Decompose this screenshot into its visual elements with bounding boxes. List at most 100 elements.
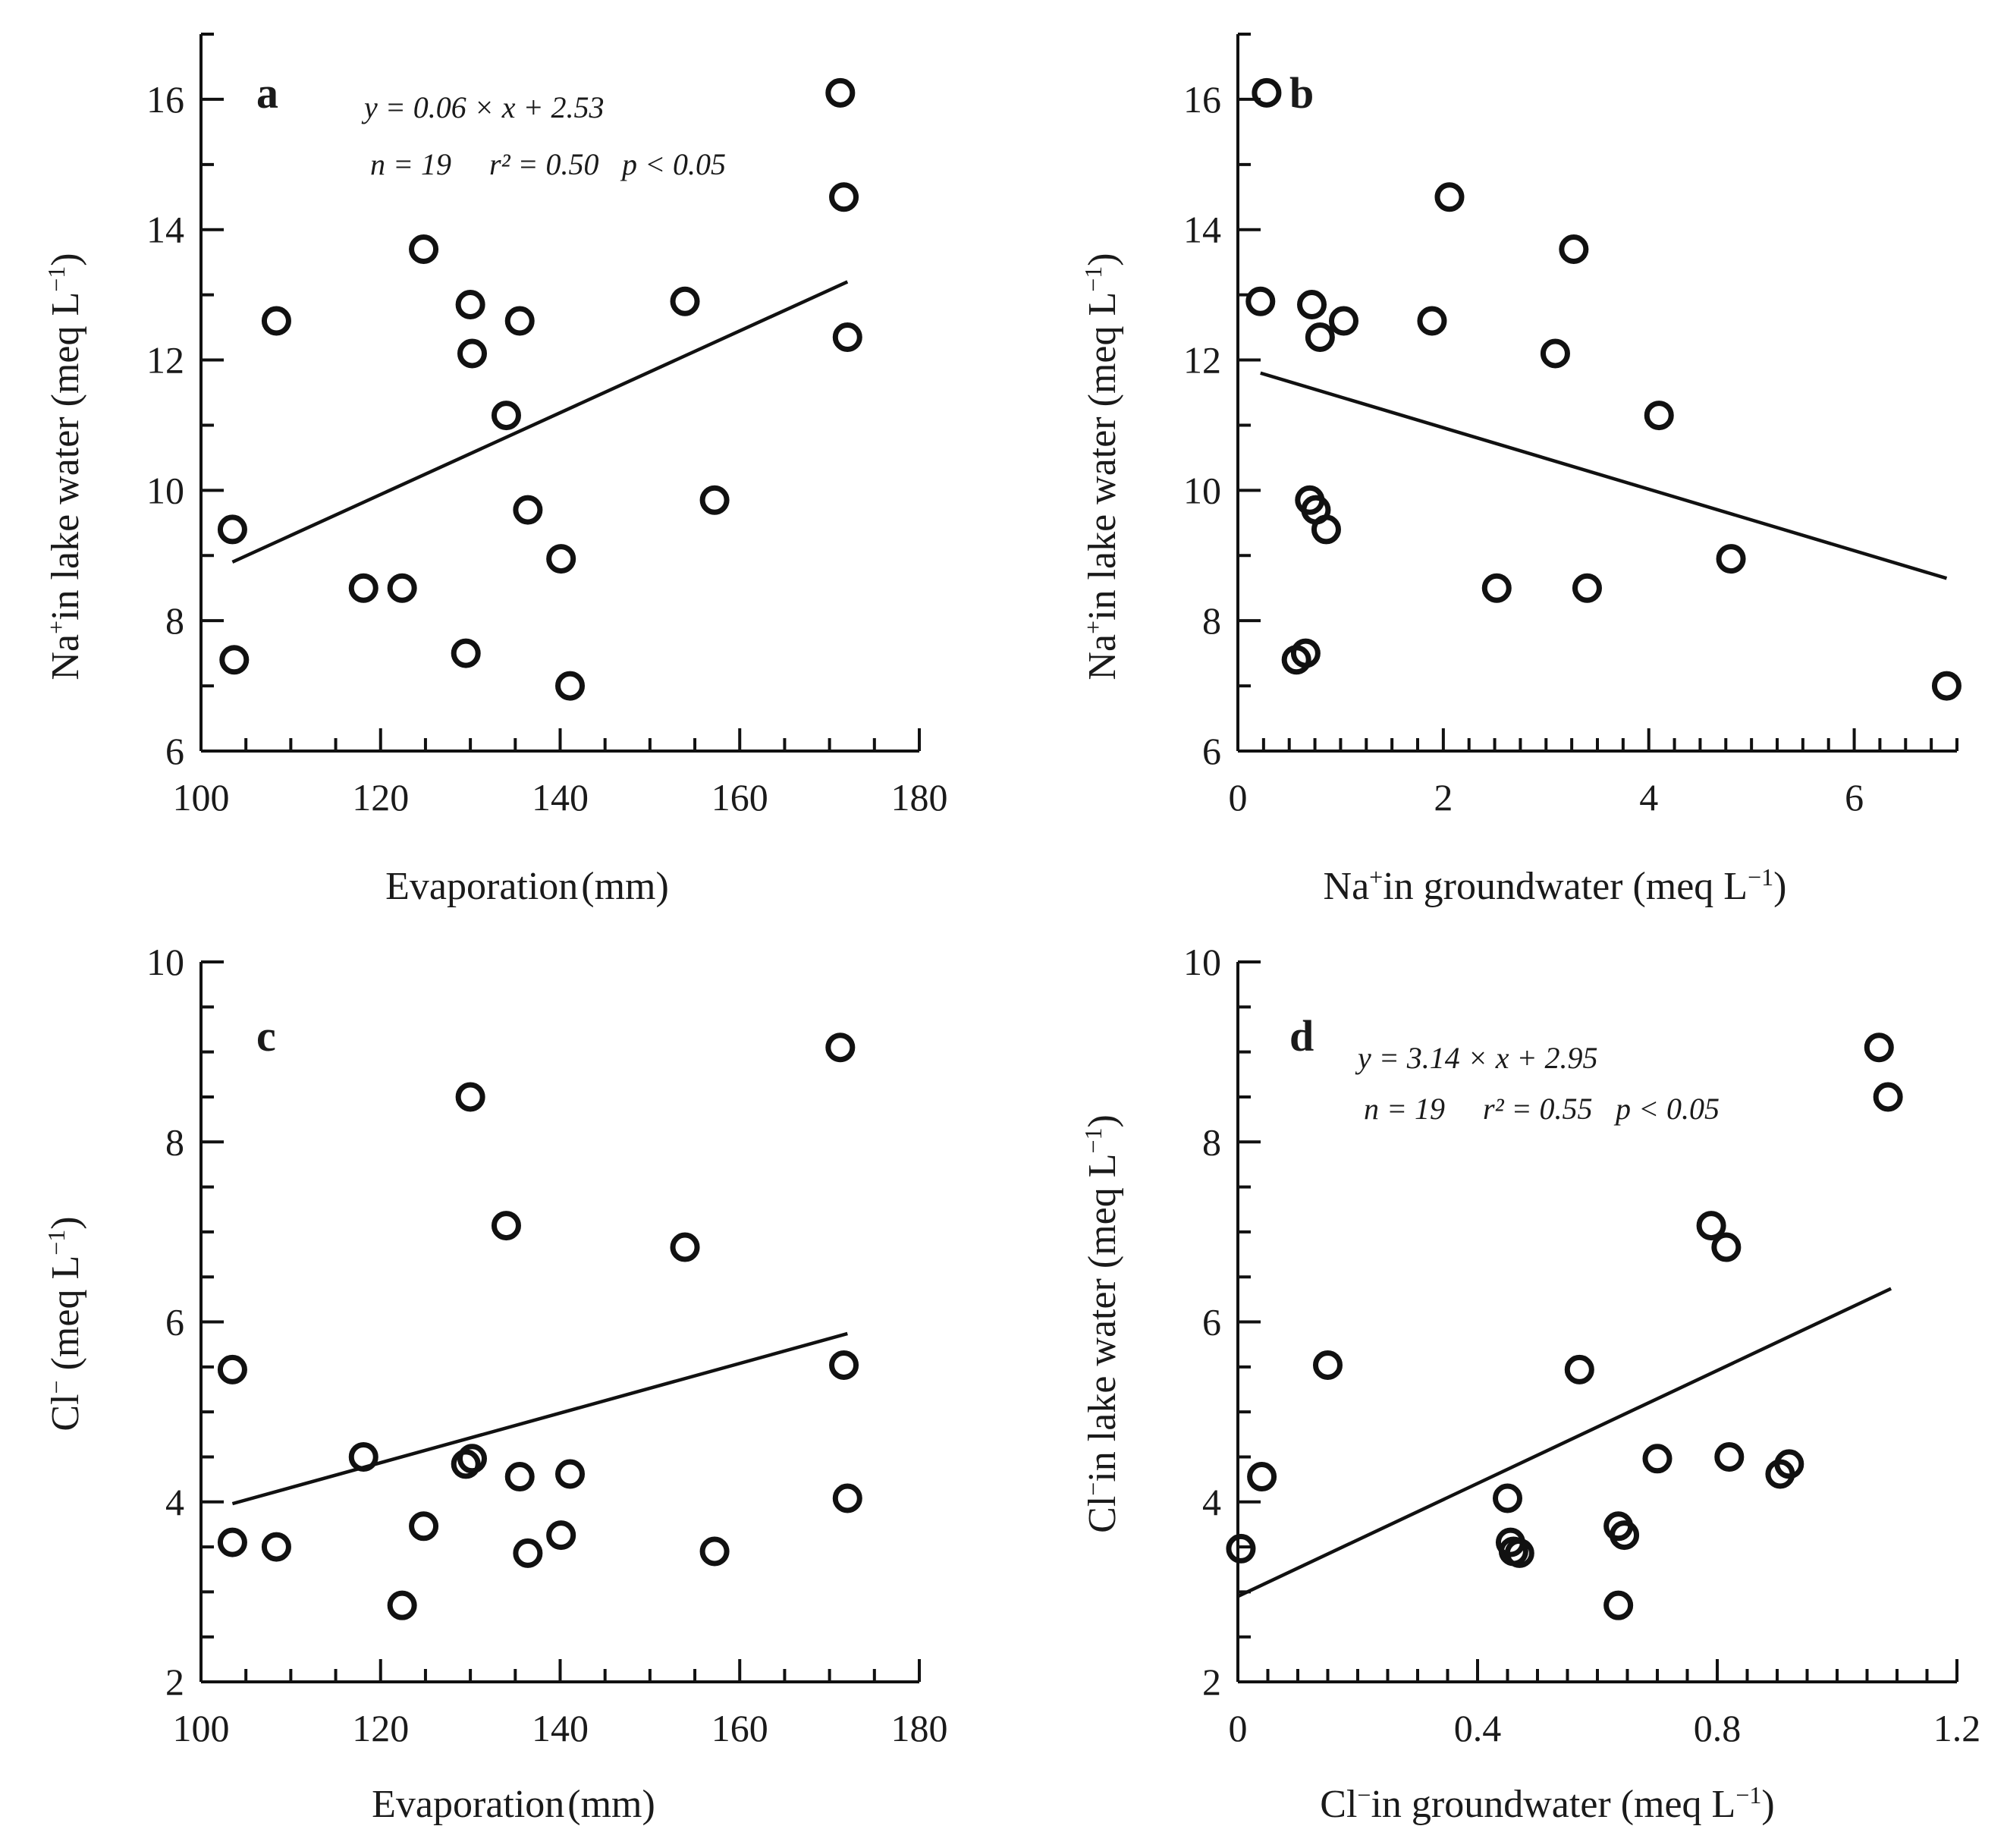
- data-point: [1716, 544, 1746, 574]
- x-tick-label: 100: [173, 1707, 230, 1749]
- y-tick-label: 10: [1183, 941, 1221, 983]
- panel-c: c Evaporation(mm) Cl− (meq L−1) 100 120 14…: [42, 941, 948, 1826]
- data-point: [1714, 1441, 1745, 1472]
- data-point: [1711, 1232, 1742, 1262]
- y-tick-label: 8: [1202, 1120, 1221, 1163]
- panel-label-d: d: [1289, 1011, 1314, 1061]
- x-tick-label: 1.2: [1933, 1707, 1981, 1749]
- y-tick-label: 12: [1183, 339, 1221, 382]
- data-point: [1873, 1082, 1903, 1112]
- panel-label-c: c: [256, 1011, 276, 1061]
- x-tick-label: 0.4: [1454, 1707, 1502, 1749]
- data-point: [451, 638, 481, 668]
- data-points-d: [1226, 1032, 1903, 1620]
- data-point: [829, 182, 859, 212]
- data-point: [555, 1459, 586, 1489]
- data-point: [555, 671, 586, 701]
- data-point: [1564, 1354, 1594, 1384]
- y-tick-label: 14: [1183, 209, 1221, 251]
- data-point: [1252, 77, 1282, 108]
- data-point: [491, 1211, 521, 1241]
- x-axis-label-d: Cl−in groundwater (meq L−1): [1320, 1781, 1774, 1826]
- data-point: [455, 290, 485, 320]
- x-tick-label: 140: [532, 776, 589, 819]
- data-point: [387, 1590, 417, 1620]
- p-value-d: p < 0.05: [1613, 1092, 1720, 1126]
- y-tick-label: 4: [165, 1481, 184, 1523]
- data-point: [829, 1350, 859, 1380]
- y-tick-label: 16: [146, 78, 184, 121]
- axes-d: 0 0.4 0.8 1.2 2 4 6 8 10: [1183, 941, 1980, 1749]
- data-point: [491, 401, 521, 431]
- y-tick-label: 10: [146, 941, 184, 983]
- data-point: [451, 1449, 481, 1479]
- y-tick-label: 8: [165, 599, 184, 642]
- regression-annotation-a: y = 0.06 × x + 2.53 n = 19 r² = 0.50 p <…: [361, 90, 726, 181]
- y-axis-label-d: Cl−in lake water (meq L−1): [1079, 1114, 1124, 1533]
- y-tick-label: 4: [1202, 1481, 1221, 1523]
- data-point: [1313, 1350, 1343, 1380]
- panel-label-a: a: [256, 68, 278, 118]
- y-tick-label: 14: [146, 209, 184, 251]
- x-tick-label: 4: [1639, 776, 1658, 819]
- data-point: [546, 1520, 576, 1551]
- y-tick-label: 2: [1202, 1661, 1221, 1703]
- n-value-a: n = 19: [370, 147, 451, 181]
- equation-a: y = 0.06 × x + 2.53: [361, 90, 604, 124]
- x-tick-label: 160: [711, 776, 768, 819]
- panel-label-b: b: [1289, 68, 1314, 118]
- x-tick-label: 0: [1229, 776, 1248, 819]
- axes-c: 100 120 140 160 180 2 4 6 8 10: [146, 941, 948, 1749]
- x-tick-label: 160: [711, 1707, 768, 1749]
- data-point: [387, 573, 417, 603]
- r2-value-a: r² = 0.50: [489, 147, 599, 181]
- x-tick-label: 0: [1229, 1707, 1248, 1749]
- panel-d: d y = 3.14 × x + 2.95 n = 19 r² = 0.55 p…: [1079, 941, 1980, 1826]
- data-point: [699, 1536, 730, 1567]
- data-point: [1328, 306, 1358, 336]
- data-point: [217, 1354, 247, 1384]
- x-tick-label: 140: [532, 1707, 589, 1749]
- y-tick-label: 12: [146, 339, 184, 382]
- regression-line-c: [231, 1331, 848, 1506]
- y-tick-label: 10: [146, 469, 184, 511]
- x-tick-label: 100: [173, 776, 230, 819]
- panel-b: b Na+in groundwater (meq L−1) Na+in lake…: [1079, 33, 1961, 908]
- data-point: [1226, 1533, 1256, 1564]
- data-point: [348, 573, 378, 603]
- x-tick-label: 0.8: [1694, 1707, 1742, 1749]
- x-tick-label: 120: [352, 776, 409, 819]
- y-tick-label: 6: [165, 730, 184, 772]
- data-points-b: [1245, 77, 1961, 701]
- y-tick-label: 6: [1202, 1301, 1221, 1344]
- panel-a: a y = 0.06 × x + 2.53 n = 19 r² = 0.50 p…: [42, 33, 948, 908]
- data-point: [1864, 1032, 1894, 1063]
- data-point: [546, 544, 576, 574]
- data-point: [1297, 290, 1327, 320]
- data-point: [1434, 182, 1465, 212]
- data-points-c: [217, 1032, 862, 1620]
- data-point: [1493, 1483, 1522, 1513]
- data-point: [513, 1538, 543, 1568]
- data-point: [1696, 1211, 1726, 1241]
- data-point: [1417, 306, 1447, 336]
- data-point: [1603, 1590, 1634, 1620]
- y-tick-label: 6: [165, 1301, 184, 1344]
- p-value-a: p < 0.05: [620, 147, 726, 181]
- axes-b: 0 2 4 6 6 8 10 12 14 16: [1183, 33, 1958, 819]
- x-tick-label: 120: [352, 1707, 409, 1749]
- data-point: [455, 1082, 485, 1112]
- data-point: [409, 1511, 439, 1542]
- y-tick-label: 8: [1202, 599, 1221, 642]
- data-point: [1559, 234, 1589, 264]
- r2-value-d: r² = 0.55: [1483, 1092, 1593, 1126]
- x-tick-label: 180: [891, 776, 948, 819]
- data-point: [219, 645, 250, 675]
- y-axis-label-a: Na+in lake water (meq L−1): [42, 253, 87, 680]
- data-point: [1290, 638, 1321, 668]
- data-point: [457, 338, 487, 369]
- data-point: [348, 1441, 378, 1472]
- data-point: [825, 77, 856, 108]
- y-tick-label: 6: [1202, 730, 1221, 772]
- x-tick-label: 2: [1434, 776, 1453, 819]
